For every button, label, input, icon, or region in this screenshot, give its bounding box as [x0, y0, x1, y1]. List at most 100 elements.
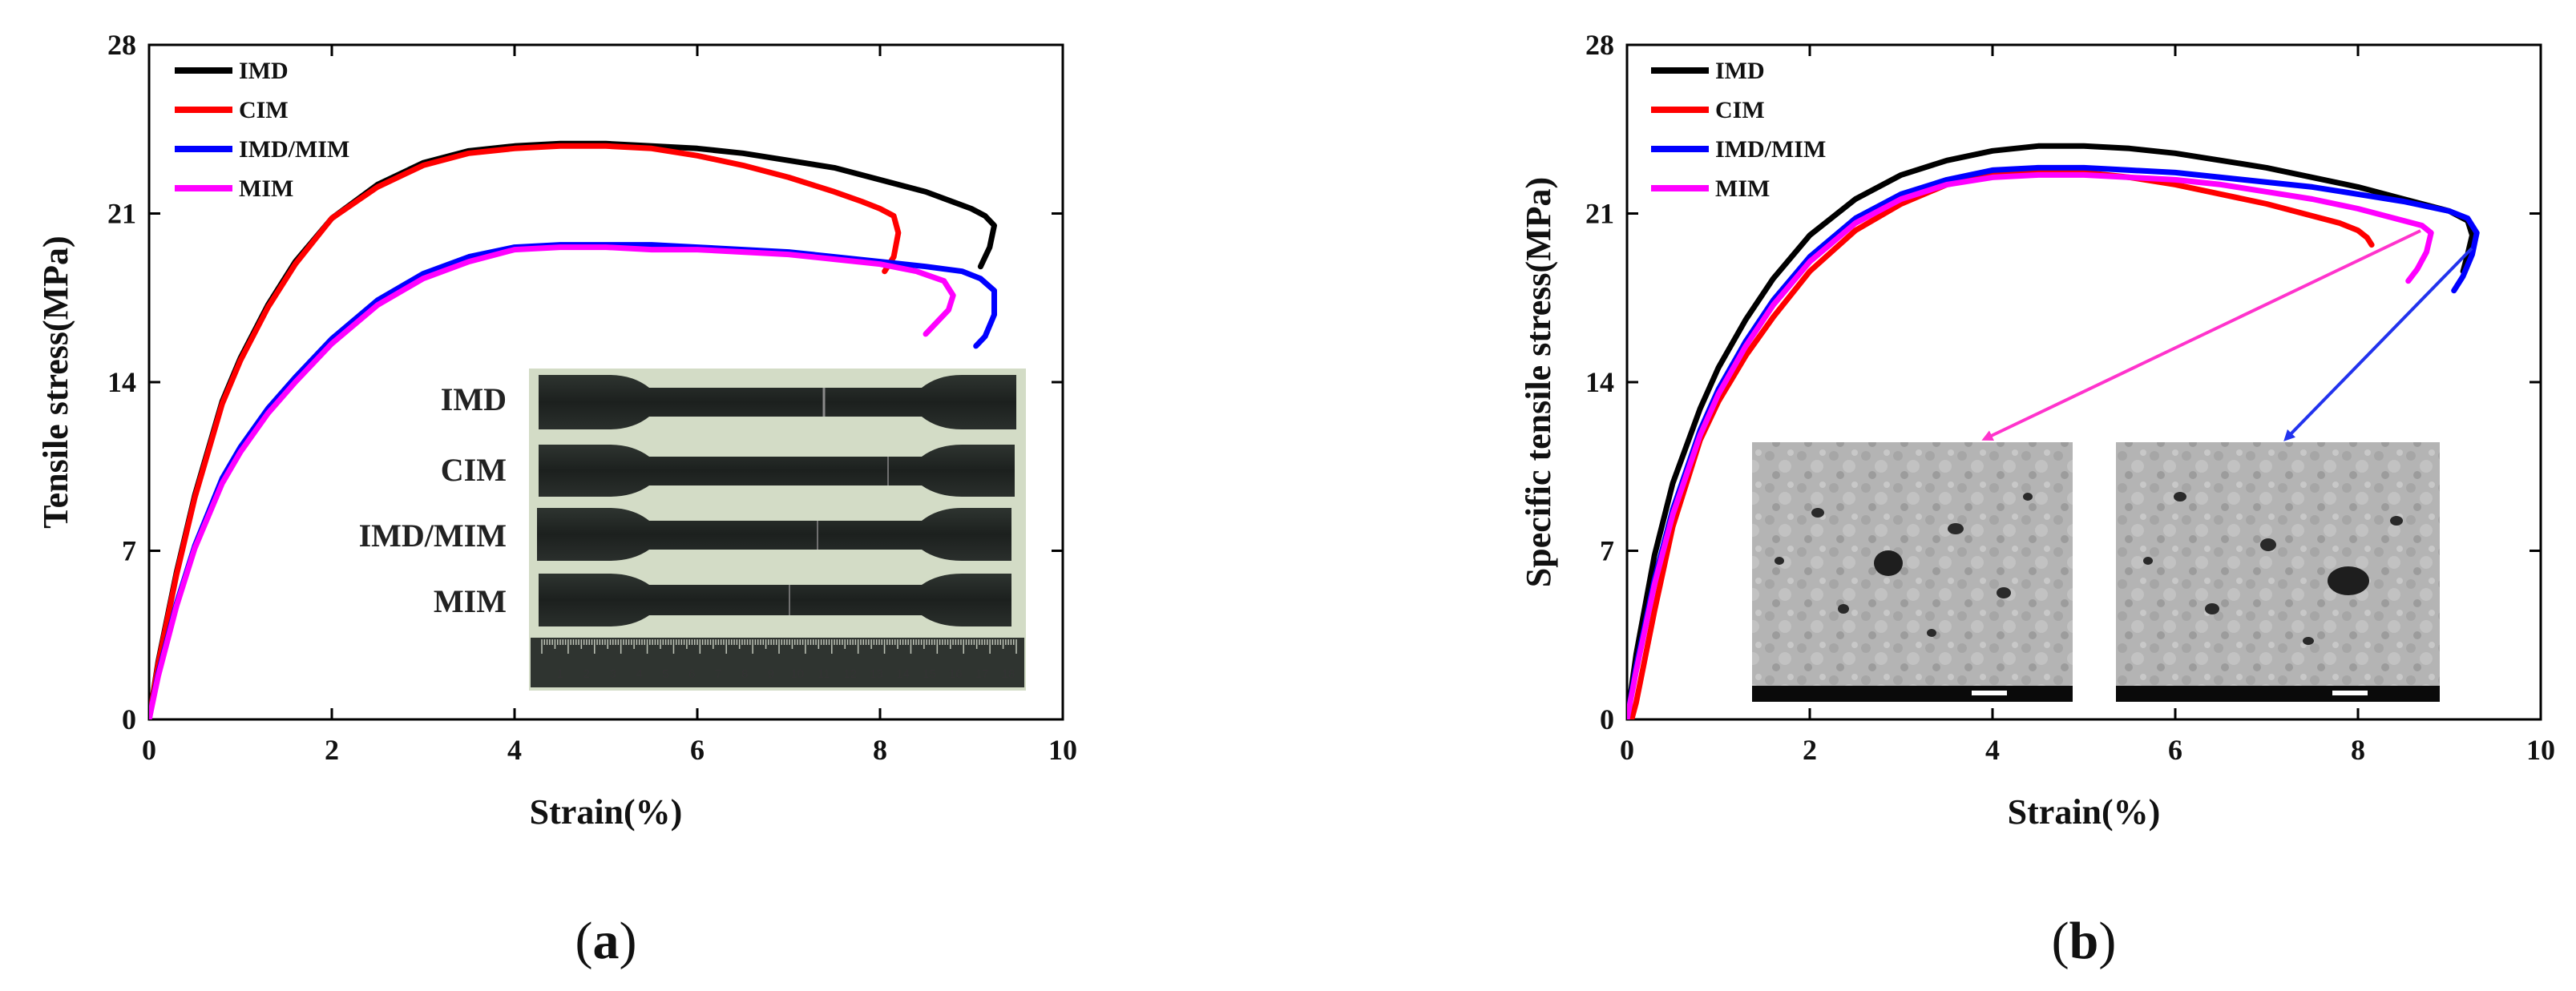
y-tick-label: 21 — [1585, 198, 1614, 230]
y-tick-label: 7 — [122, 535, 136, 567]
series-line-mim — [1627, 171, 2434, 719]
y-axis-label-b: Specific tensile stress(MPa) — [1519, 177, 1558, 587]
legend-label: IMD/MIM — [1715, 136, 1826, 163]
legend-a: IMD CIM IMD/MIM MIM — [175, 58, 349, 202]
pore — [1948, 523, 1964, 534]
sem-inset — [1752, 442, 2440, 702]
pore — [2143, 557, 2153, 565]
legend-label: IMD/MIM — [239, 136, 349, 163]
legend-label: IMD — [1715, 58, 1765, 84]
x-axis-label-a: Strain(%) — [530, 792, 683, 832]
sem-info-bar — [2116, 686, 2440, 702]
x-axis-label-b: Strain(%) — [2008, 792, 2161, 832]
pore — [1874, 550, 1903, 576]
ruler-number: 3 — [609, 667, 616, 681]
ruler-number: 18 — [1002, 667, 1015, 681]
x-ticks-a: 0 2 4 6 8 10 — [142, 45, 1077, 766]
x-ticks-b: 0 2 4 6 8 10 — [1620, 45, 2555, 766]
pore — [2174, 492, 2186, 502]
x-tick-label: 2 — [1803, 734, 1817, 766]
x-tick-label: 8 — [873, 734, 887, 766]
legend-label: MIM — [1715, 175, 1770, 202]
pore — [1775, 557, 1784, 565]
specimen-mim — [539, 574, 1011, 626]
specimen-imd — [539, 375, 1016, 429]
legend-b: IMD CIM IMD/MIM MIM — [1651, 58, 1826, 202]
sem-image-left — [1752, 442, 2073, 702]
ruler-number: 11 — [818, 667, 830, 681]
series-a — [149, 140, 997, 719]
ruler-number: 2 — [583, 667, 590, 681]
arrow-imd-mim — [2283, 247, 2473, 441]
x-tick-label: 2 — [325, 734, 339, 766]
sem-image-right — [2116, 442, 2440, 702]
ruler-number: 13 — [870, 667, 883, 681]
photo-label-mim: MIM — [434, 583, 507, 619]
ruler-number: 5 — [662, 667, 668, 681]
x-tick-label: 6 — [690, 734, 705, 766]
ruler-number: 15 — [923, 667, 936, 681]
legend-label: IMD — [239, 58, 289, 84]
sem-surface — [2116, 442, 2440, 702]
pore — [1811, 508, 1824, 518]
y-axis-label-a: Tensile stress(MPa) — [36, 236, 75, 528]
pore — [2328, 566, 2369, 595]
x-tick-label: 10 — [2526, 734, 2555, 766]
y-tick-label: 14 — [107, 366, 136, 398]
photo-label-imd: IMD — [441, 381, 507, 417]
pore — [1997, 587, 2011, 598]
ruler-number: 8 — [741, 667, 748, 681]
ruler: 1 2 3 4 5 6 7 8 9 10 11 12 13 14 15 16 17 18 — [531, 638, 1024, 687]
chart-b: 0 7 14 21 28 0 2 4 6 8 10 — [1519, 29, 2555, 970]
ruler-number: 14 — [896, 667, 910, 681]
ruler-number: 9 — [768, 667, 774, 681]
legend-label: MIM — [239, 175, 293, 202]
x-tick-label: 6 — [2168, 734, 2182, 766]
photo-label-imd-mim: IMD/MIM — [359, 518, 507, 554]
series-line-cim — [149, 143, 902, 719]
ruler-number: 10 — [791, 667, 805, 681]
sem-info-bar — [1752, 686, 2073, 702]
ruler-number: 7 — [715, 667, 721, 681]
y-tick-label: 0 — [1600, 703, 1614, 735]
specimen-cim — [539, 445, 1015, 497]
pore — [2303, 637, 2314, 645]
y-tick-label: 28 — [107, 29, 136, 61]
x-tick-label: 0 — [1620, 734, 1634, 766]
ruler-number: 6 — [688, 667, 695, 681]
y-tick-label: 21 — [107, 198, 136, 230]
specimen-bars — [537, 375, 1016, 626]
panel-label-a: (a) — [575, 912, 637, 970]
x-tick-label: 0 — [142, 734, 156, 766]
pore — [2390, 516, 2403, 526]
series-b — [1627, 143, 2480, 719]
ruler-number: 1 — [557, 667, 563, 681]
y-ticks-b: 0 7 14 21 28 — [1585, 29, 2541, 735]
y-tick-label: 28 — [1585, 29, 1614, 61]
ruler-number: 4 — [636, 667, 642, 681]
legend-label: CIM — [239, 97, 289, 123]
arrow-mim — [1981, 229, 2421, 441]
photo-label-cim: CIM — [441, 452, 507, 488]
panel-label-b: (b) — [2052, 912, 2117, 970]
ruler-number: 17 — [975, 667, 989, 681]
x-tick-label: 4 — [507, 734, 522, 766]
x-tick-label: 10 — [1048, 734, 1077, 766]
specimen-photo-inset: IMD CIM IMD/MIM MIM 1 2 3 4 5 6 7 8 9 10 11 12 13 14 1… — [359, 369, 1026, 691]
x-tick-label: 4 — [1985, 734, 2000, 766]
y-tick-label: 7 — [1600, 535, 1614, 567]
sem-scale-bar — [2332, 691, 2368, 695]
ruler-body — [531, 638, 1024, 687]
specimen-imd-mim — [537, 508, 1011, 561]
pore — [2023, 493, 2033, 501]
y-tick-label: 0 — [122, 703, 136, 735]
ruler-number: 12 — [843, 667, 857, 681]
ruler-number: 16 — [949, 667, 963, 681]
series-line-mim — [149, 244, 956, 719]
pore — [1927, 629, 1936, 637]
pore — [2205, 603, 2219, 614]
sem-surface — [1752, 442, 2073, 702]
legend-label: CIM — [1715, 97, 1765, 123]
